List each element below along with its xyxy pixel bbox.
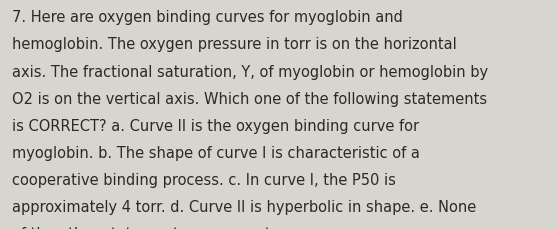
Text: 7. Here are oxygen binding curves for myoglobin and: 7. Here are oxygen binding curves for my… (12, 10, 403, 25)
Text: cooperative binding process. c. In curve I, the P50 is: cooperative binding process. c. In curve… (12, 172, 396, 187)
Text: O2 is on the vertical axis. Which one of the following statements: O2 is on the vertical axis. Which one of… (12, 91, 487, 106)
Text: is CORRECT? a. Curve II is the oxygen binding curve for: is CORRECT? a. Curve II is the oxygen bi… (12, 118, 420, 133)
Text: hemoglobin. The oxygen pressure in torr is on the horizontal: hemoglobin. The oxygen pressure in torr … (12, 37, 457, 52)
Text: of the other statements are correct.: of the other statements are correct. (12, 226, 276, 229)
Text: axis. The fractional saturation, Y, of myoglobin or hemoglobin by: axis. The fractional saturation, Y, of m… (12, 64, 488, 79)
Text: myoglobin. b. The shape of curve I is characteristic of a: myoglobin. b. The shape of curve I is ch… (12, 145, 420, 160)
Text: approximately 4 torr. d. Curve II is hyperbolic in shape. e. None: approximately 4 torr. d. Curve II is hyp… (12, 199, 477, 214)
